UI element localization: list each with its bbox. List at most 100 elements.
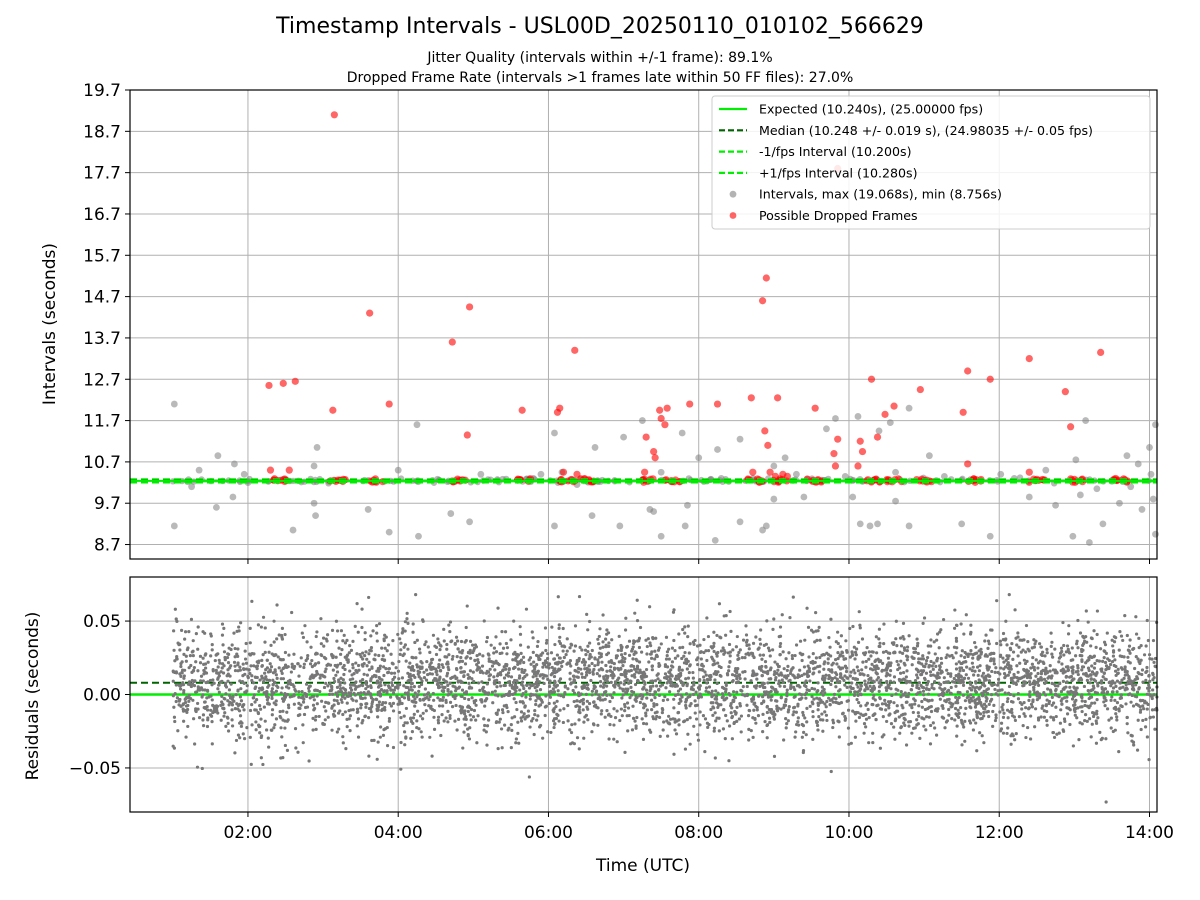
residual-point bbox=[563, 645, 567, 649]
residual-point bbox=[472, 708, 477, 713]
residual-point bbox=[203, 688, 207, 692]
residual-point bbox=[818, 664, 822, 668]
residual-point bbox=[932, 661, 936, 665]
residual-point bbox=[1085, 659, 1090, 663]
residual-point bbox=[716, 691, 720, 695]
residual-point bbox=[633, 719, 637, 723]
residual-point bbox=[422, 675, 427, 680]
residual-point bbox=[1053, 647, 1057, 651]
residual-point bbox=[896, 688, 900, 692]
residual-point bbox=[358, 694, 363, 699]
legend: Expected (10.240s), (25.00000 fps)Median… bbox=[711, 95, 1151, 230]
residual-point bbox=[171, 694, 175, 698]
residual-point bbox=[194, 707, 198, 711]
residual-point bbox=[935, 632, 940, 636]
residual-point bbox=[194, 690, 198, 694]
residual-point bbox=[1012, 681, 1016, 685]
residual-point bbox=[409, 685, 413, 689]
residual-point bbox=[537, 694, 541, 699]
residual-point bbox=[712, 641, 716, 645]
intervals-y-axis-label: Intervals (seconds) bbox=[40, 243, 60, 405]
residual-point bbox=[649, 644, 653, 648]
residual-point bbox=[460, 659, 465, 663]
residual-point bbox=[621, 687, 625, 691]
residual-point bbox=[309, 645, 313, 649]
residual-point bbox=[665, 654, 669, 658]
residual-point bbox=[1027, 680, 1032, 684]
residual-point bbox=[1140, 672, 1144, 677]
residual-point bbox=[339, 698, 343, 702]
interval-point bbox=[1093, 485, 1101, 493]
residual-point bbox=[463, 640, 467, 644]
residual-point bbox=[778, 644, 782, 649]
residual-point bbox=[853, 650, 858, 655]
dropped-frame-point bbox=[265, 381, 273, 390]
residual-point bbox=[612, 691, 616, 695]
residual-point bbox=[852, 693, 857, 698]
residual-point bbox=[920, 662, 924, 666]
residual-point bbox=[314, 714, 318, 719]
residual-point bbox=[196, 647, 200, 651]
residual-point bbox=[984, 633, 988, 637]
residual-point bbox=[1076, 669, 1080, 674]
residual-point bbox=[769, 698, 773, 702]
interval-point bbox=[781, 454, 789, 462]
residual-point bbox=[267, 745, 271, 749]
residual-point bbox=[929, 709, 934, 714]
residual-point bbox=[996, 677, 1001, 681]
residual-point bbox=[266, 736, 270, 740]
residual-point bbox=[915, 673, 919, 677]
residual-point bbox=[784, 657, 788, 661]
residual-point bbox=[601, 640, 605, 644]
residual-point bbox=[1016, 691, 1020, 696]
residual-point bbox=[986, 709, 990, 714]
residual-point bbox=[413, 704, 417, 708]
interval-point bbox=[195, 466, 203, 474]
residual-point bbox=[785, 691, 789, 695]
residual-point bbox=[728, 609, 732, 614]
residual-point bbox=[1013, 608, 1017, 612]
residual-point bbox=[270, 728, 274, 732]
residual-point bbox=[273, 670, 277, 674]
residual-point bbox=[378, 735, 382, 739]
residual-point bbox=[739, 730, 743, 734]
residual-point bbox=[814, 610, 818, 615]
residual-point bbox=[751, 669, 755, 673]
residual-point bbox=[804, 696, 808, 700]
residual-point bbox=[1002, 711, 1006, 715]
residual-point bbox=[314, 727, 318, 731]
residual-point bbox=[773, 660, 777, 664]
residual-point bbox=[367, 660, 371, 664]
residual-point bbox=[686, 732, 690, 736]
residual-point bbox=[854, 653, 858, 657]
residual-point bbox=[280, 735, 284, 739]
residual-point bbox=[441, 685, 445, 689]
dropped-frame-point bbox=[830, 450, 838, 458]
residual-point bbox=[1117, 707, 1121, 711]
residual-point bbox=[630, 728, 635, 732]
residual-point bbox=[262, 705, 266, 709]
residual-point bbox=[226, 721, 230, 725]
residual-point bbox=[235, 702, 239, 706]
residual-point bbox=[693, 711, 697, 715]
residual-point bbox=[802, 730, 806, 734]
residual-point bbox=[301, 635, 306, 640]
residual-point bbox=[308, 684, 312, 688]
residual-point bbox=[226, 660, 231, 665]
residual-point bbox=[1068, 708, 1072, 712]
residual-point bbox=[332, 709, 337, 713]
legend-entry: Possible Dropped Frames bbox=[759, 208, 918, 223]
residual-point bbox=[971, 652, 975, 657]
residual-point bbox=[513, 691, 517, 695]
residual-point bbox=[713, 697, 717, 701]
residual-point bbox=[646, 637, 650, 641]
residual-point bbox=[501, 710, 505, 715]
residual-point bbox=[238, 736, 242, 740]
residual-point bbox=[183, 630, 188, 634]
residual-point bbox=[216, 676, 220, 680]
residual-point bbox=[210, 698, 214, 702]
residual-point bbox=[1099, 679, 1104, 683]
residual-point bbox=[497, 681, 502, 685]
residual-point bbox=[1021, 724, 1025, 728]
residual-point bbox=[987, 679, 992, 683]
